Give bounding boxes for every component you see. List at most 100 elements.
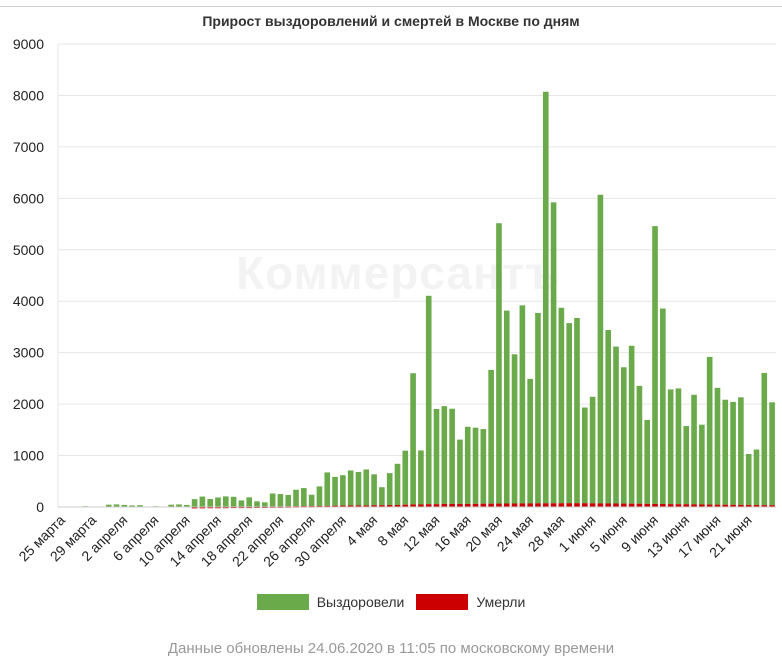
- bar-recovered[interactable]: [683, 426, 690, 505]
- bar-recovered[interactable]: [386, 473, 393, 506]
- bar-recovered[interactable]: [137, 505, 143, 507]
- bar-deaths[interactable]: [566, 503, 572, 507]
- bar-deaths[interactable]: [613, 503, 619, 508]
- bar-deaths[interactable]: [550, 503, 557, 507]
- bar-recovered[interactable]: [511, 354, 518, 504]
- bar-recovered[interactable]: [308, 494, 315, 507]
- bar-recovered[interactable]: [480, 429, 487, 504]
- bar-deaths[interactable]: [394, 504, 401, 507]
- bar-recovered[interactable]: [191, 499, 198, 507]
- bar-recovered[interactable]: [535, 312, 541, 504]
- bar-recovered[interactable]: [581, 407, 588, 504]
- bar-recovered[interactable]: [230, 496, 237, 507]
- bar-deaths[interactable]: [449, 503, 455, 507]
- bar-recovered[interactable]: [176, 504, 182, 507]
- bar-recovered[interactable]: [472, 427, 479, 504]
- bar-recovered[interactable]: [503, 310, 510, 504]
- bar-recovered[interactable]: [628, 345, 635, 504]
- bar-recovered[interactable]: [738, 397, 744, 505]
- bar-recovered[interactable]: [129, 505, 135, 507]
- bar-deaths[interactable]: [761, 505, 768, 507]
- bar-deaths[interactable]: [363, 505, 370, 507]
- bar-recovered[interactable]: [761, 372, 768, 506]
- bar-recovered[interactable]: [277, 494, 284, 507]
- bar-deaths[interactable]: [691, 504, 697, 507]
- bar-recovered[interactable]: [262, 502, 268, 507]
- bar-deaths[interactable]: [402, 504, 409, 507]
- bar-deaths[interactable]: [699, 504, 705, 507]
- bar-recovered[interactable]: [597, 194, 604, 504]
- bar-recovered[interactable]: [301, 488, 307, 507]
- bar-recovered[interactable]: [379, 487, 385, 506]
- bar-deaths[interactable]: [581, 503, 588, 507]
- bar-deaths[interactable]: [371, 505, 377, 507]
- bar-recovered[interactable]: [340, 475, 346, 506]
- bar-recovered[interactable]: [542, 91, 549, 504]
- bar-recovered[interactable]: [636, 385, 643, 504]
- bar-recovered[interactable]: [706, 356, 713, 505]
- bar-recovered[interactable]: [621, 367, 627, 504]
- bar-recovered[interactable]: [207, 499, 213, 507]
- bar-deaths[interactable]: [730, 504, 736, 507]
- bar-recovered[interactable]: [722, 399, 729, 505]
- bar-recovered[interactable]: [566, 323, 572, 504]
- bar-recovered[interactable]: [605, 330, 612, 504]
- bar-recovered[interactable]: [769, 402, 775, 506]
- bar-deaths[interactable]: [769, 505, 775, 507]
- bar-recovered[interactable]: [363, 469, 370, 506]
- bar-recovered[interactable]: [293, 489, 299, 507]
- bar-recovered[interactable]: [714, 387, 721, 505]
- bar-deaths[interactable]: [683, 504, 690, 507]
- bar-deaths[interactable]: [722, 504, 729, 507]
- bar-deaths[interactable]: [589, 503, 596, 507]
- bar-recovered[interactable]: [558, 307, 565, 504]
- bar-deaths[interactable]: [660, 504, 666, 507]
- bar-recovered[interactable]: [613, 346, 619, 504]
- bar-deaths[interactable]: [425, 504, 432, 507]
- bar-recovered[interactable]: [285, 494, 292, 507]
- bar-deaths[interactable]: [441, 503, 448, 507]
- bar-recovered[interactable]: [660, 308, 666, 505]
- bar-deaths[interactable]: [418, 504, 424, 507]
- bar-deaths[interactable]: [433, 504, 440, 507]
- bar-recovered[interactable]: [371, 474, 377, 506]
- bar-recovered[interactable]: [269, 493, 276, 507]
- bar-deaths[interactable]: [503, 503, 510, 508]
- bar-deaths[interactable]: [644, 503, 651, 507]
- bar-deaths[interactable]: [379, 505, 385, 507]
- bar-recovered[interactable]: [410, 373, 416, 505]
- bar-deaths[interactable]: [519, 503, 526, 507]
- bar-recovered[interactable]: [667, 389, 674, 505]
- bar-deaths[interactable]: [535, 503, 541, 507]
- bar-recovered[interactable]: [347, 470, 354, 506]
- bar-recovered[interactable]: [691, 394, 697, 505]
- bar-deaths[interactable]: [675, 504, 682, 507]
- bar-recovered[interactable]: [574, 317, 580, 504]
- bar-recovered[interactable]: [441, 406, 448, 504]
- bar-recovered[interactable]: [168, 504, 174, 507]
- bar-recovered[interactable]: [238, 500, 245, 507]
- bar-recovered[interactable]: [699, 424, 705, 505]
- bar-deaths[interactable]: [527, 503, 533, 507]
- bar-deaths[interactable]: [574, 503, 580, 507]
- bar-recovered[interactable]: [652, 226, 658, 504]
- bar-deaths[interactable]: [714, 504, 721, 507]
- bar-recovered[interactable]: [254, 501, 260, 507]
- bar-recovered[interactable]: [589, 396, 596, 504]
- bar-deaths[interactable]: [199, 506, 206, 509]
- bar-recovered[interactable]: [183, 504, 190, 507]
- bar-deaths[interactable]: [667, 504, 674, 507]
- bar-recovered[interactable]: [418, 450, 424, 505]
- bar-recovered[interactable]: [496, 223, 502, 504]
- bar-deaths[interactable]: [597, 503, 604, 507]
- bar-recovered[interactable]: [644, 419, 651, 504]
- bar-deaths[interactable]: [542, 503, 549, 507]
- bar-recovered[interactable]: [215, 497, 221, 507]
- bar-deaths[interactable]: [480, 503, 487, 507]
- bar-deaths[interactable]: [386, 505, 393, 507]
- bar-recovered[interactable]: [488, 369, 494, 504]
- bar-recovered[interactable]: [222, 496, 229, 507]
- bar-recovered[interactable]: [433, 409, 440, 505]
- bar-deaths[interactable]: [496, 503, 502, 507]
- bar-recovered[interactable]: [105, 504, 112, 507]
